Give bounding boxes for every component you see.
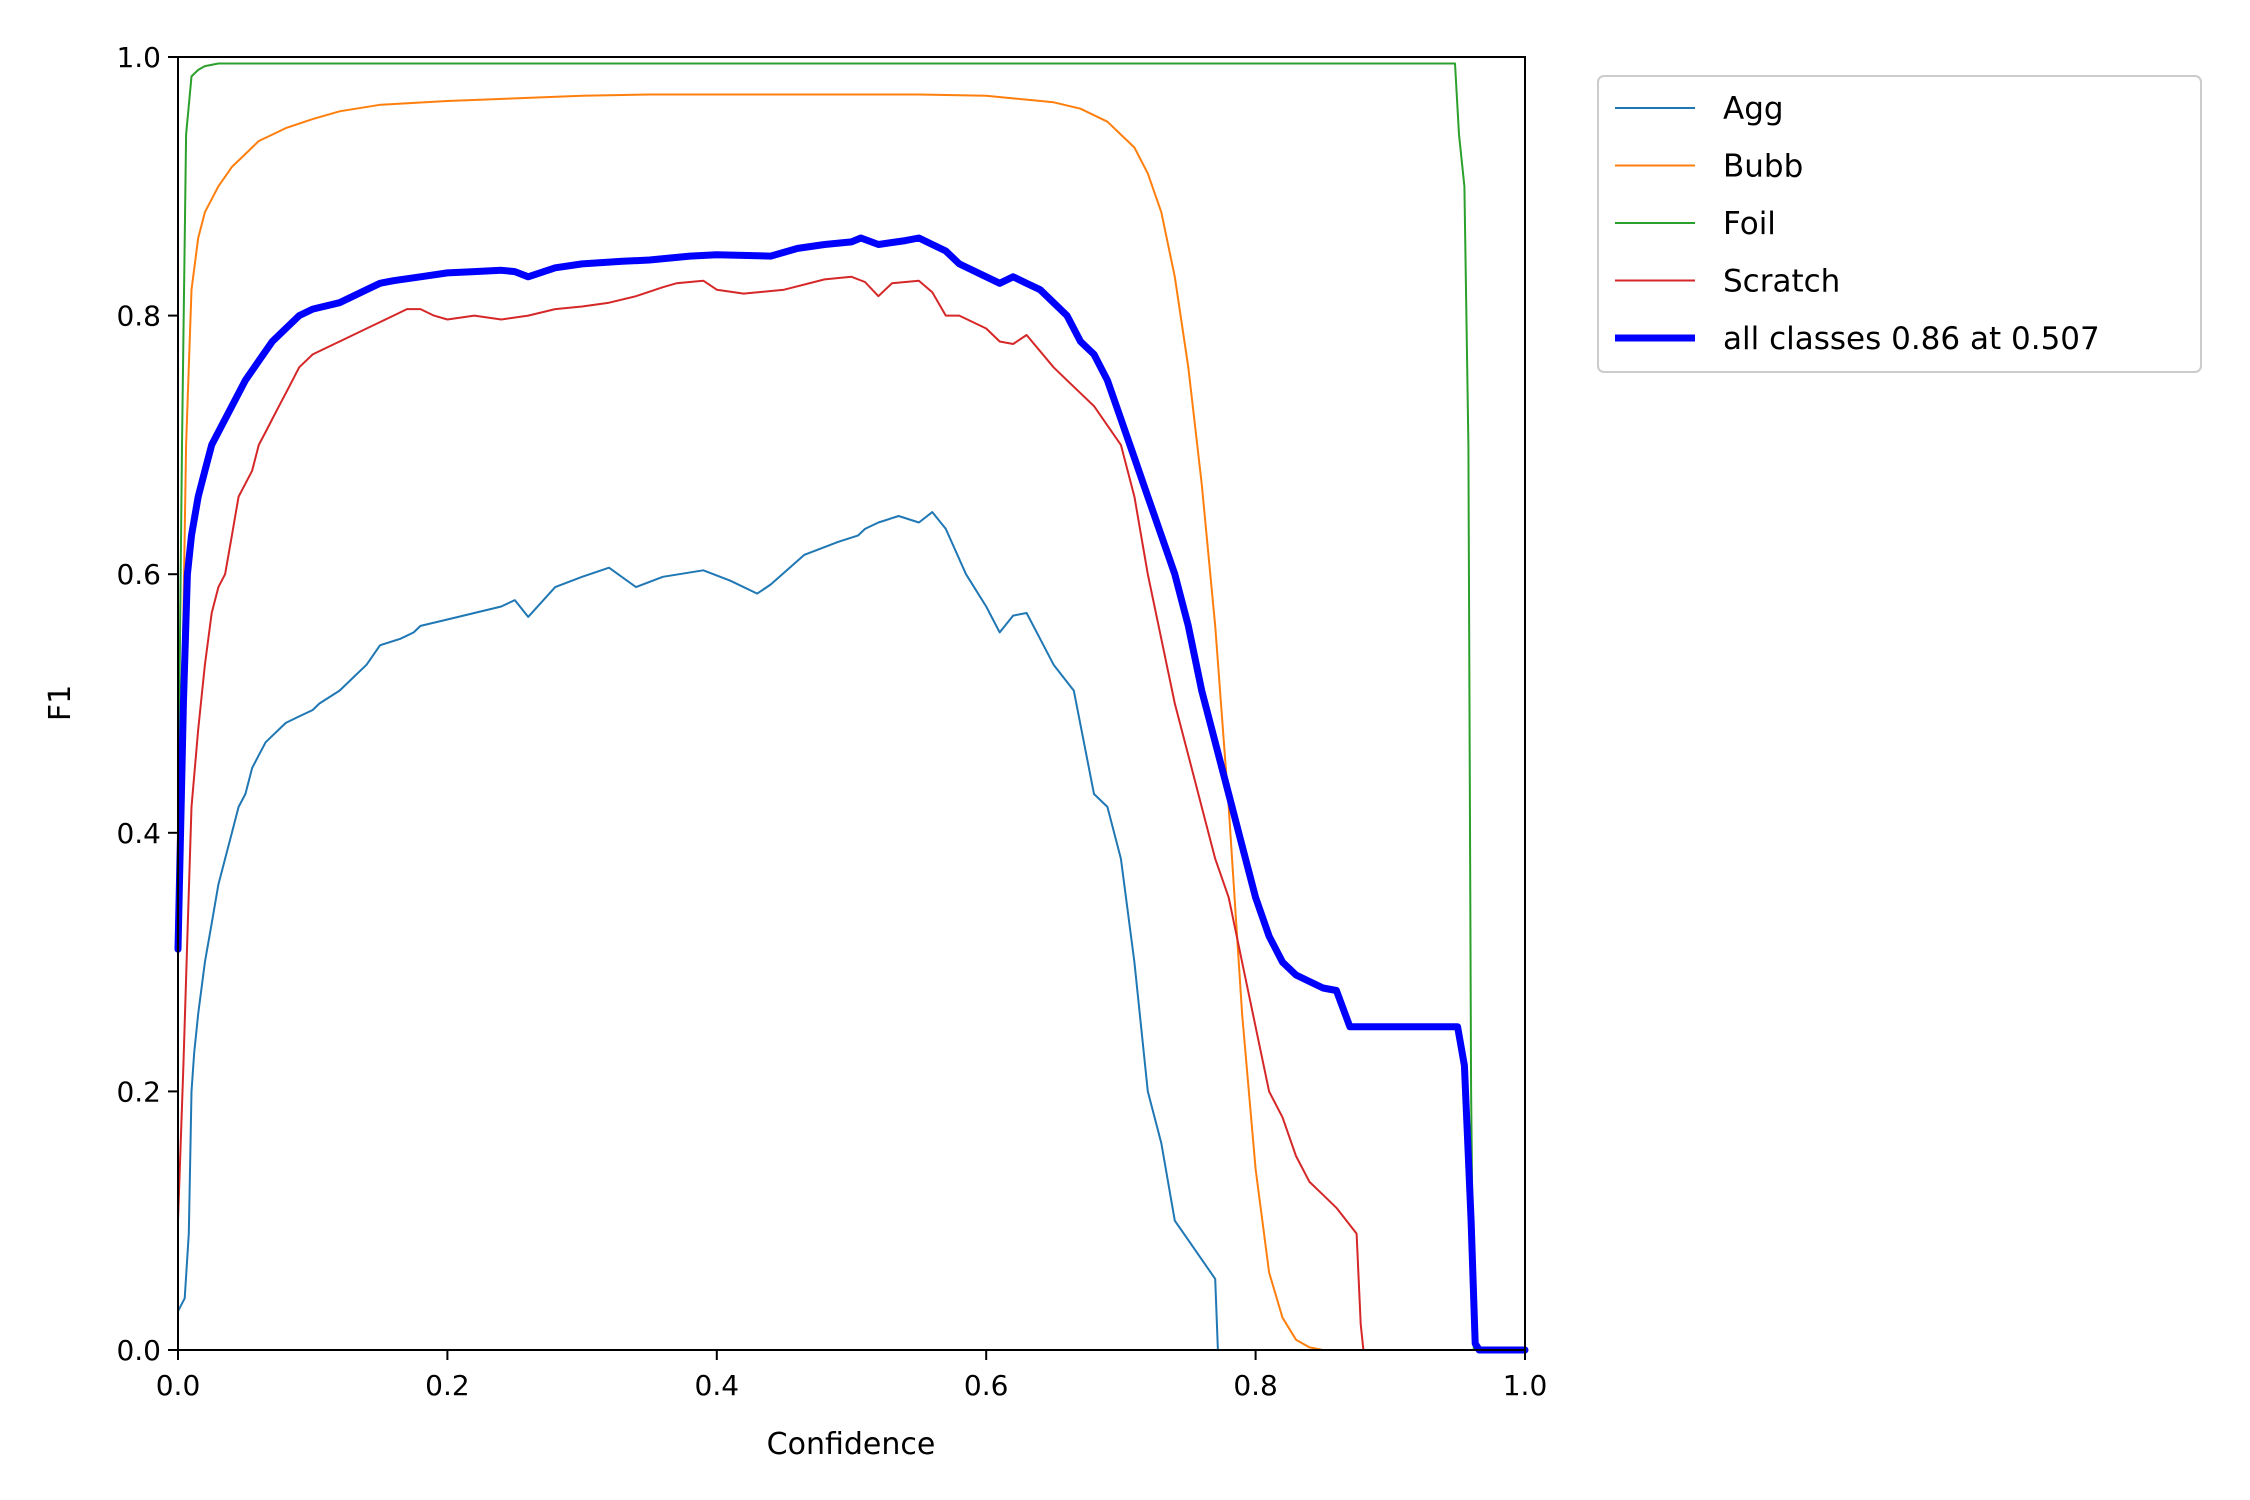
plot-frame [177, 56, 1526, 1351]
y-tick-label: 1.0 [116, 41, 161, 74]
legend-label-scratch: Scratch [1723, 264, 1840, 300]
y-tick-label: 0.6 [116, 558, 161, 591]
series-line-agg [177, 511, 1526, 1351]
y-axis-ticks: 0.0 0.2 0.4 0.6 0.8 1.0 [116, 41, 178, 1367]
y-axis-label: F1 [43, 685, 78, 721]
x-tick-label: 1.0 [1503, 1369, 1548, 1402]
x-tick-label: 0.2 [425, 1369, 470, 1402]
series-line-scratch [177, 275, 1526, 1351]
legend-label-agg: Agg [1723, 91, 1784, 127]
legend: Agg Bubb Foil Scratch all classes 0.86 at 0.… [1597, 75, 2202, 373]
plot-curves [174, 62, 1529, 1354]
x-tick-label: 0.8 [1233, 1369, 1278, 1402]
x-axis-label: Confidence [767, 1427, 936, 1462]
x-tick-label: 0.4 [695, 1369, 740, 1402]
legend-box [1597, 75, 2202, 373]
legend-label-all-classes-0-86-at-0-507: all classes 0.86 at 0.507 [1723, 321, 2100, 357]
series-line-foil [177, 62, 1526, 1351]
y-tick-label: 0.8 [116, 300, 161, 333]
x-tick-label: 0.0 [156, 1369, 201, 1402]
x-axis-ticks: 0.0 0.2 0.4 0.6 0.8 1.0 [156, 1350, 1548, 1402]
y-tick-label: 0.0 [116, 1334, 161, 1367]
legend-label-bubb: Bubb [1723, 149, 1803, 185]
series-line-all-classes-0-86-at-0-507 [174, 234, 1529, 1354]
y-tick-label: 0.4 [116, 817, 161, 850]
x-tick-label: 0.6 [964, 1369, 1009, 1402]
y-tick-label: 0.2 [116, 1075, 161, 1108]
series-line-bubb [177, 93, 1526, 1351]
legend-label-foil: Foil [1723, 206, 1776, 242]
